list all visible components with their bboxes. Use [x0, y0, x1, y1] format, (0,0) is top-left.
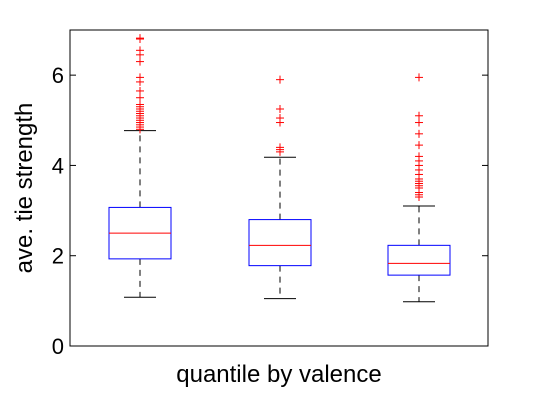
x-axis-label: quantile by valence [176, 361, 381, 388]
y-tick-label: 0 [52, 334, 64, 359]
outlier-marker [276, 105, 284, 113]
outlier-marker [136, 100, 144, 109]
outlier-marker [136, 34, 144, 43]
outlier-marker [415, 118, 423, 127]
outlier-marker [136, 73, 144, 82]
iqr-box [248, 219, 312, 267]
outlier-marker [415, 73, 423, 82]
outlier-marker [136, 93, 144, 102]
outlier-marker [136, 57, 144, 66]
y-tick-label: 6 [52, 63, 64, 88]
plot-frame [69, 29, 489, 347]
outlier-marker [136, 46, 144, 55]
y-tick-label: 2 [52, 244, 64, 269]
outlier-marker [415, 129, 423, 138]
outlier-marker [415, 141, 423, 150]
outlier-marker [276, 114, 284, 123]
outlier-marker [136, 86, 144, 95]
plot-layer [108, 34, 451, 303]
outlier-marker [276, 143, 284, 152]
box-group [387, 73, 451, 303]
outlier-marker [276, 75, 284, 84]
box-group [248, 75, 312, 300]
iqr-box [387, 244, 451, 276]
outlier-marker [415, 111, 423, 120]
y-axis-label: ave. tie strength [11, 103, 38, 274]
outlier-marker [415, 152, 423, 161]
y-tick-label: 4 [52, 153, 64, 178]
y-axis-ticks: 0 2 4 6 [52, 63, 488, 359]
box-group [108, 34, 172, 298]
